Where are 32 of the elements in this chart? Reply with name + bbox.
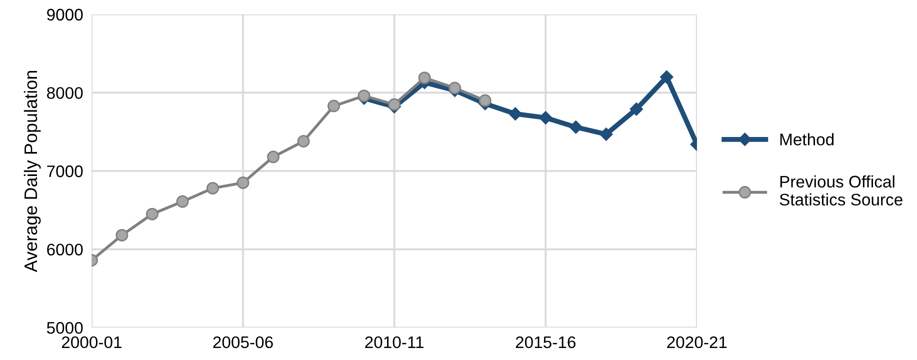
point (328, 100, 340, 112)
y-tick-label: 8000 (47, 87, 83, 99)
point (297, 134, 310, 148)
point (418, 72, 431, 84)
point (236, 176, 250, 189)
y-tick-label: 5000 (46, 322, 83, 334)
point (358, 90, 370, 102)
point (176, 195, 189, 208)
point (660, 70, 674, 84)
y-tick-label: 7000 (47, 165, 83, 178)
point (448, 82, 462, 94)
point (206, 182, 219, 194)
point (630, 102, 643, 116)
point (478, 94, 492, 107)
point (569, 120, 582, 134)
legend-label: Previous Offical Statistics Source (780, 175, 902, 206)
x-tick-label: 2020-21 (667, 336, 727, 348)
x-tick-label: 2015-16 (516, 336, 576, 348)
y-tick-label: 9000 (47, 8, 83, 21)
legend-label: Method (780, 133, 834, 146)
point (116, 228, 128, 242)
x-tick-label: 2005-06 (213, 336, 273, 348)
point (267, 150, 280, 164)
x-tick-label: 2000-01 (62, 336, 122, 348)
point (388, 98, 401, 111)
x-tick-label: 2010-11 (365, 336, 424, 348)
point (600, 128, 613, 141)
point (539, 111, 552, 124)
y-tick-label: 6000 (47, 244, 83, 256)
point (508, 107, 522, 120)
point (146, 208, 158, 220)
y-axis-title: Average Daily Population (24, 70, 41, 272)
